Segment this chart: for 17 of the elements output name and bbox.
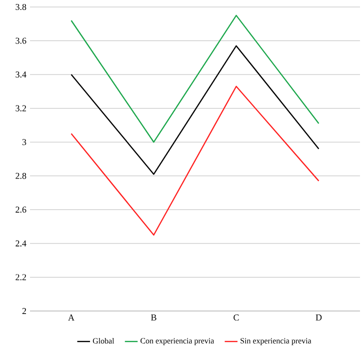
line-series xyxy=(70,14,320,143)
line-series xyxy=(70,86,320,236)
x-tick-label: B xyxy=(151,314,156,320)
y-tick-label: 2.2 xyxy=(16,274,26,280)
y-tick-label: 3.6 xyxy=(16,38,26,44)
line-series xyxy=(70,45,320,175)
x-tick-label: A xyxy=(68,314,74,320)
x-tick-label: D xyxy=(316,314,322,320)
y-tick-label: 3.2 xyxy=(16,105,26,112)
y-tick-label: 3 xyxy=(22,139,26,146)
y-tick-label: 2.6 xyxy=(16,206,26,213)
y-tick-label: 2 xyxy=(22,308,26,314)
y-tick-label: 3.8 xyxy=(16,4,26,10)
y-tick-label: 2.4 xyxy=(16,240,26,246)
y-tick-label: 3.4 xyxy=(16,72,26,78)
y-tick-label: 2.8 xyxy=(16,172,26,179)
x-tick-label: C xyxy=(234,314,239,321)
